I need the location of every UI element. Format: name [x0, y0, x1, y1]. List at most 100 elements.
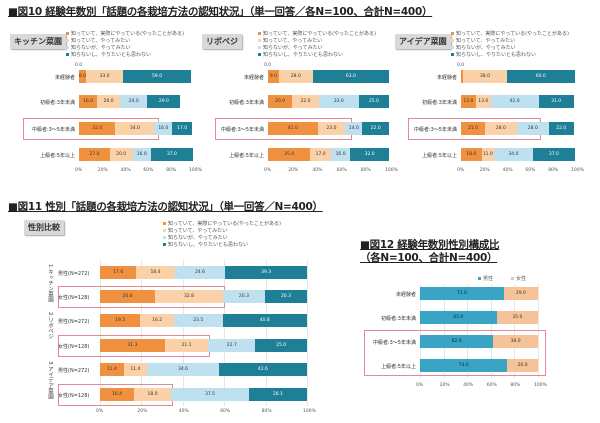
bar-row: 20.0 22.0 33.0 25.0: [268, 95, 389, 108]
bar-segment: 34.0: [115, 122, 155, 135]
row-label: 上級者:5年以上: [40, 153, 75, 159]
bar-row: 16.4 18.0 37.5 28.1: [100, 388, 307, 401]
bar-segment: 32.8: [155, 290, 223, 303]
axis-tick: 40%: [178, 409, 189, 414]
bar-row: 27.0 20.0 16.0 37.0: [79, 148, 193, 161]
row-label: 未経験者: [436, 75, 457, 81]
group-label: 2.リボベジ: [47, 312, 53, 340]
legend-swatch-male: [478, 277, 481, 280]
gridline: [467, 284, 469, 378]
axis-tick: 80%: [548, 168, 559, 173]
bar-row: 17.6 18.4 24.6 39.3: [100, 266, 307, 279]
bar-row: 18.0 11.0 34.0 37.0: [461, 148, 575, 161]
bar-row: 21.0 28.0 28.0 22.0: [461, 122, 575, 135]
row-label: 女性(N=128): [58, 295, 90, 301]
fig11-tag: 性別比較: [24, 220, 64, 235]
bar-segment: 28.0: [484, 122, 517, 135]
row-label: 中級者:3〜5年未満: [220, 127, 264, 133]
bar-row: 13.0 13.0 42.0 31.0: [461, 95, 575, 108]
fig11-title: ■図11 性別「話題の各栽培方法の認知状況」（単一回答／N=400）: [8, 201, 323, 213]
legend-label: 知らないが、やってみたい: [168, 235, 228, 241]
bar-segment: 34.6: [147, 363, 219, 376]
bar-segment: 25.0: [358, 95, 389, 108]
bar-row: 35.0 17.0 16.0 32.0: [268, 148, 389, 161]
bar-segment: 22.0: [292, 95, 319, 108]
axis-tick: 20%: [479, 168, 490, 173]
axis-tick: 100%: [571, 168, 584, 173]
fig12-title-line1: ■図12 経験年数別性別構成比: [360, 239, 500, 251]
legend-label: 男性: [483, 276, 494, 282]
bar-segment: 18.0: [133, 388, 172, 401]
fig10-panel-legend: 知っていて、実際にやっている(やったことがある) 知っていて、やってみたい 知らない…: [258, 31, 376, 59]
zero-annotation: 0.0: [75, 63, 83, 68]
bar-row: 71.0 29.0: [420, 287, 538, 300]
bar-segment: 35.0: [268, 148, 311, 161]
bar-row: 16.0 20.0 24.0 29.0: [79, 95, 193, 108]
bar-segment-male: 62.0: [420, 335, 494, 348]
legend-swatch-known-doing: [163, 222, 166, 225]
row-label: 未経験者: [54, 75, 75, 81]
legend-label: 知らないし、やりたいとも思わない: [71, 52, 152, 58]
bar-segment-male: 74.0: [420, 359, 508, 372]
axis-tick: 20%: [97, 168, 108, 173]
bar-segment: 38.0: [463, 70, 507, 83]
bar-segment: 20.0: [268, 95, 293, 108]
legend-label: 知っていて、実際にやっている(やったことがある): [71, 31, 185, 37]
axis-tick: 100%: [303, 409, 316, 414]
gridline: [307, 260, 308, 406]
bar-row: 62.0 38.0: [420, 335, 538, 348]
row-label: 上級者:5年以上: [229, 153, 264, 159]
bar-row: 6.0 33.0 59.0: [79, 70, 193, 83]
fig12-title-line2: （各N=100、合計N=400）: [360, 252, 498, 264]
bar-segment: 26.6: [100, 290, 156, 303]
axis-tick: 0%: [96, 409, 104, 414]
gridline: [420, 284, 421, 378]
row-label: 初級者:3年未満: [422, 100, 457, 106]
axis-tick: 0%: [75, 168, 83, 173]
legend-swatch: [258, 32, 261, 35]
legend-label: 女性: [516, 276, 527, 282]
legend-swatch: [258, 46, 261, 49]
bar-segment: 37.0: [150, 148, 193, 161]
bar-segment: 20.0: [97, 95, 121, 108]
bar-segment: 24.0: [120, 95, 148, 108]
bar-segment: 9.0: [268, 70, 279, 83]
legend-label: 知らないし、やりたいとも思わない: [456, 52, 537, 58]
axis-tick: 60%: [143, 168, 154, 173]
legend-swatch: [66, 39, 69, 42]
bar-segment: 42.0: [490, 95, 539, 108]
gridline: [224, 260, 226, 406]
bar-segment: 59.0: [123, 70, 191, 83]
axis-tick: 20%: [137, 409, 148, 414]
bar-segment: 20.3: [264, 290, 307, 303]
axis-tick: 60%: [486, 383, 497, 388]
gridline: [265, 260, 267, 406]
bar-row: 9.0 28.0 63.0: [268, 70, 389, 83]
fig10-panel-tag: リボベジ: [202, 34, 242, 49]
group-label: 3.アイデア菜園: [47, 361, 53, 400]
bar-segment: 18.0: [461, 148, 482, 161]
bar-segment: 32.0: [79, 122, 116, 135]
fig10-title: ■図10 経験年数別「話題の各栽培方法の認知状況」（単一回答／各N=100、合計…: [8, 6, 433, 18]
bar-segment: 22.7: [208, 339, 256, 352]
legend-label: 知らないし、やりたいとも思わない: [168, 242, 249, 248]
row-label: 初級者:3年未満: [381, 316, 416, 322]
bar-segment: 14.0: [345, 122, 363, 135]
bar-segment: 11.4: [100, 363, 124, 376]
bar-segment: 28.0: [516, 122, 549, 135]
bar-segment-male: 71.0: [420, 287, 504, 300]
bar-segment: 17.6: [100, 266, 137, 279]
gridline: [100, 260, 101, 406]
axis-tick: 0%: [416, 383, 424, 388]
axis-tick: 20%: [439, 383, 450, 388]
bar-segment: 34.0: [494, 148, 533, 161]
bar-segment: 13.0: [461, 95, 476, 108]
axis-tick: 20%: [288, 168, 299, 173]
axis-tick: 100%: [189, 168, 202, 173]
bar-segment-female: 29.0: [503, 287, 538, 300]
bar-row: 31.3 21.1 22.7 25.0: [100, 339, 307, 352]
axis-tick: 0%: [457, 168, 465, 173]
fig10-panel-legend: 知っていて、実際にやっている(やったことがある) 知っていて、やってみたい 知らない…: [66, 31, 184, 59]
legend-swatch-known-want: [163, 229, 166, 232]
row-label: 初級者:3年未満: [40, 100, 75, 106]
